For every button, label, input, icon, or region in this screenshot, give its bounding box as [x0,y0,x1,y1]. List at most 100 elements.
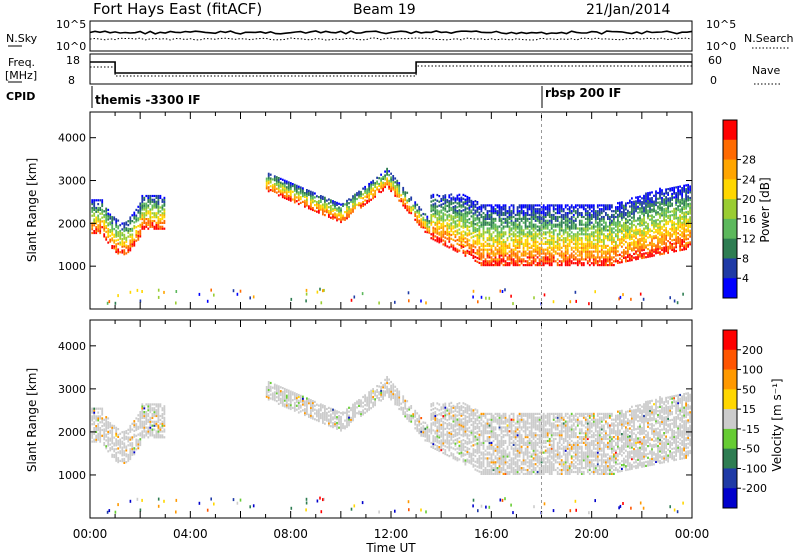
power-cell [486,262,489,265]
power-cell [528,223,531,226]
power-cell [420,222,423,225]
power-cell [450,199,453,202]
power-cell [621,230,623,233]
power-cell [615,225,617,228]
power-cell [462,201,465,204]
power-cell [456,215,459,218]
velocity-cell [299,398,302,401]
power-cell [476,233,479,236]
power-cell [580,264,583,267]
power-cell [516,212,519,215]
velocity-cell [107,423,110,426]
power-cell [492,206,495,209]
power-cell [494,258,497,261]
power-cell [600,229,603,232]
power-cell [129,239,132,242]
power-cell [542,217,545,220]
power-cell [544,213,547,217]
power-cell [621,224,623,227]
power-cell [683,223,685,226]
velocity-cell [149,405,152,408]
power-cell [368,194,370,197]
power-cell [687,234,689,237]
velocity-cell [107,417,110,420]
power-cell [448,213,451,216]
velocity-cell [318,414,320,417]
power-cell [408,199,411,203]
power-cell [398,182,401,185]
power-cell [490,217,493,220]
power-cell [456,194,459,197]
power-cell [436,224,439,227]
power-cell [446,229,449,233]
power-cell [605,250,607,253]
power-cell [659,191,661,194]
power-cell [560,250,563,253]
power-cell [267,186,270,189]
velocity-cell [105,421,108,425]
power-cell [456,196,459,199]
power-cell [508,235,511,238]
power-cell [462,249,465,252]
power-cell [637,198,639,201]
power-cell [430,221,433,224]
power-cell [486,221,489,224]
power-cell [490,212,493,215]
power-cell [388,170,390,173]
power-cell [506,246,509,249]
power-cell [679,241,681,244]
power-cell [372,183,374,186]
power-cell [528,229,531,232]
power-cell [422,216,425,219]
power-cell [667,199,669,202]
power-cell [482,233,485,236]
power-cell [444,203,447,206]
power-cell [657,240,659,243]
power-cell [462,193,465,196]
power-cell [685,230,687,233]
power-cell [631,226,633,229]
power-cell [426,227,429,230]
velocity-cell [109,429,112,432]
power-cell [482,248,485,251]
velocity-cell [332,412,334,415]
power-cell [613,260,615,263]
power-cell [440,215,443,218]
power-cell [446,226,449,229]
power-cell [554,219,557,222]
power-cell [432,193,435,196]
power-cell [584,248,587,251]
power-cell [590,213,593,217]
power-cell [462,205,465,208]
power-cell [442,233,445,236]
power-cell [480,242,483,245]
power-cell [386,181,388,184]
power-cell [275,178,278,181]
power-cell [671,248,673,251]
power-cell [516,260,519,263]
power-cell [484,208,487,211]
power-cell [661,225,663,228]
power-cell [667,216,669,220]
power-cell [542,258,545,261]
power-cell [615,254,617,257]
power-cell [568,208,571,211]
power-cell [486,264,489,267]
power-cell [273,177,276,180]
power-cell [560,215,563,219]
cpid-strip: CPID themis -3300 IF rbsp 200 IF [6,86,621,108]
power-cell [564,262,567,265]
power-cell [617,221,619,224]
power-cell [504,264,507,267]
power-cell [689,196,691,200]
power-cell [685,236,687,239]
power-cell [466,240,469,243]
velocity-cell [103,430,106,433]
power-cell [544,219,547,222]
velocity-cell [113,448,116,451]
power-cell [498,215,501,219]
power-cell [675,226,677,229]
power-cell [613,264,615,267]
power-cell [562,260,565,263]
power-cell [560,225,563,228]
